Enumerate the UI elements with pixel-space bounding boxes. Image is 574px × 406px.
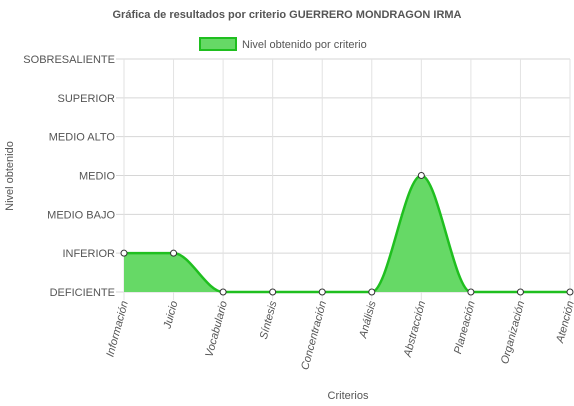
data-point[interactable] bbox=[318, 288, 326, 296]
data-point[interactable] bbox=[516, 288, 524, 296]
x-tick-label: Concentración bbox=[299, 300, 329, 372]
legend-label: Nivel obtenido por criterio bbox=[242, 39, 367, 51]
y-axis-label: Nivel obtenido bbox=[4, 141, 16, 211]
x-tick-label: Planeación bbox=[452, 300, 478, 356]
data-point[interactable] bbox=[120, 249, 128, 257]
legend-swatch bbox=[199, 37, 237, 51]
x-tick-label: Abstracción bbox=[402, 300, 429, 360]
data-point[interactable] bbox=[269, 288, 277, 296]
data-points bbox=[120, 172, 574, 296]
series-area-fill bbox=[124, 175, 570, 292]
y-tick-label: INFERIOR bbox=[62, 248, 115, 260]
legend[interactable]: Nivel obtenido por criterio bbox=[199, 37, 367, 51]
x-tick-label: Síntesis bbox=[258, 299, 280, 340]
y-tick-label: SUPERIOR bbox=[58, 93, 116, 105]
x-tick-label: Vocabulario bbox=[203, 300, 230, 359]
data-point[interactable] bbox=[467, 288, 475, 296]
x-tick-label: Información bbox=[104, 300, 130, 359]
y-axis-ticks: DEFICIENTE INFERIOR MEDIO BAJO MEDIO MEDIO A… bbox=[23, 54, 115, 299]
y-tick-label: DEFICIENTE bbox=[50, 287, 115, 299]
x-tick-label: Atención bbox=[554, 300, 574, 345]
y-tick-label: MEDIO ALTO bbox=[49, 132, 116, 144]
data-point[interactable] bbox=[566, 288, 574, 296]
data-point[interactable] bbox=[170, 249, 178, 257]
x-tick-label: Juicio bbox=[161, 300, 180, 331]
data-point[interactable] bbox=[219, 288, 227, 296]
y-tick-label: MEDIO BAJO bbox=[47, 209, 115, 221]
x-axis-ticks: Información Juicio Vocabulario Síntesis Conc… bbox=[104, 299, 574, 371]
x-tick-label: Organización bbox=[499, 300, 527, 366]
chart-title: Gráfica de resultados por criterio GUERR… bbox=[113, 9, 462, 21]
x-tick-label: Análisis bbox=[357, 299, 379, 340]
data-point[interactable] bbox=[368, 288, 376, 296]
x-axis-label: Criterios bbox=[328, 390, 369, 402]
series-area bbox=[124, 174, 570, 294]
y-tick-label: SOBRESALIENTE bbox=[23, 54, 115, 66]
data-point[interactable] bbox=[417, 172, 425, 179]
y-tick-label: MEDIO bbox=[79, 171, 116, 183]
